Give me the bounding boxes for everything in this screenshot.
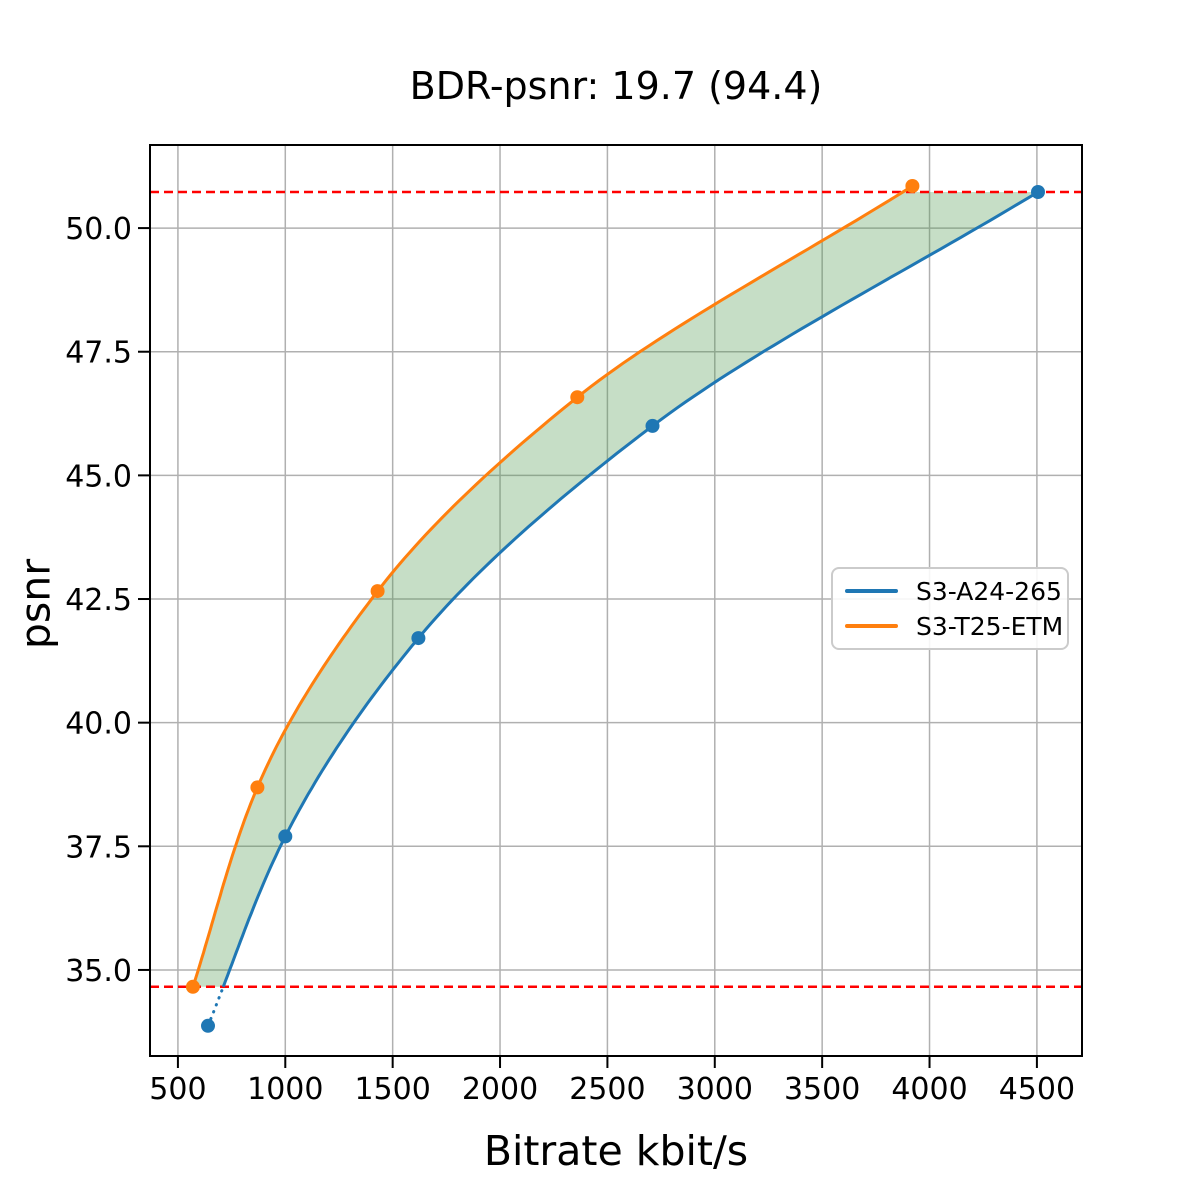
data-point	[905, 179, 920, 193]
x-tick-label: 3500	[784, 1072, 860, 1107]
x-axis-label: Bitrate kbit/s	[483, 1127, 749, 1175]
legend-line-swatch	[845, 589, 898, 593]
x-tick-label: 2000	[462, 1072, 538, 1107]
x-tick-label: 500	[149, 1072, 206, 1107]
curve-s3-a24-265	[221, 190, 1039, 988]
x-tick-label: 4000	[891, 1072, 967, 1107]
x-tick-label: 3000	[677, 1072, 753, 1107]
y-tick-label: 40.0	[65, 707, 132, 742]
data-point	[278, 829, 293, 844]
data-point	[645, 418, 660, 433]
y-tick-label: 37.5	[65, 830, 132, 865]
y-tick-label: 50.0	[65, 212, 132, 247]
y-tick-label: 45.0	[65, 459, 132, 494]
chart-title: BDR-psnr: 19.7 (94.4)	[409, 64, 823, 108]
data-point	[201, 1018, 215, 1033]
data-point	[1031, 185, 1045, 199]
y-axis-label: psnr	[11, 558, 60, 650]
data-point	[185, 979, 200, 994]
legend-item: S3-T25-ETM	[845, 611, 1063, 641]
y-tick-label: 35.0	[65, 954, 132, 989]
legend: S3-A24-265 S3-T25-ETM	[831, 567, 1069, 650]
y-tick-label: 42.5	[65, 583, 132, 618]
curve-dotted-extrapolation	[206, 985, 225, 1028]
data-point	[370, 584, 385, 599]
y-tick-label: 47.5	[65, 336, 132, 371]
axes-spine	[149, 144, 1083, 1057]
x-tick-label: 4500	[999, 1072, 1075, 1107]
legend-label: S3-T25-ETM	[916, 611, 1064, 641]
x-tick-label: 1500	[354, 1072, 430, 1107]
data-point	[250, 780, 265, 795]
x-tick-label: 2500	[569, 1072, 645, 1107]
x-tick-label: 1000	[247, 1072, 323, 1107]
data-point	[411, 631, 426, 646]
legend-label: S3-A24-265	[916, 576, 1062, 606]
data-point	[570, 390, 585, 405]
legend-line-swatch	[845, 624, 898, 628]
legend-item: S3-A24-265	[845, 576, 1062, 606]
